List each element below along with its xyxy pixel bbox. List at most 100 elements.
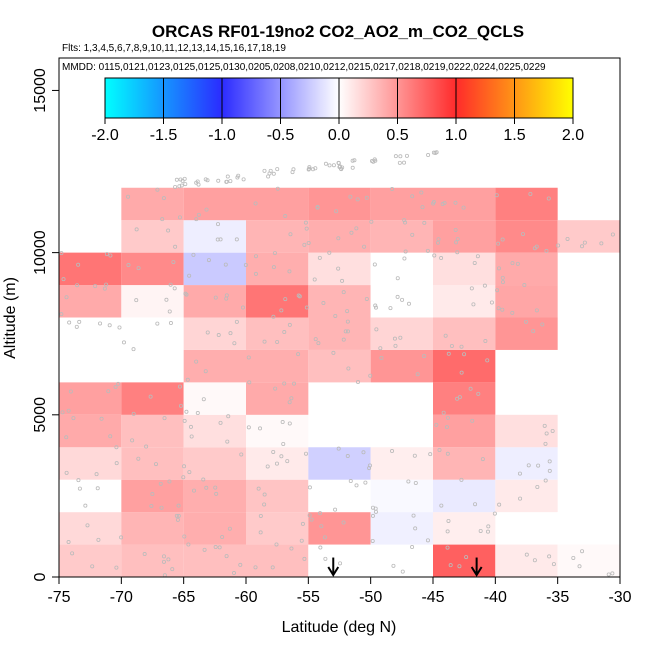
heatmap-cell [495,317,558,350]
track-point [247,380,252,385]
track-point [333,313,338,318]
track-point [448,563,453,568]
track-point [213,295,218,300]
heatmap-cell [59,252,122,286]
track-point [482,283,487,288]
track-point [395,276,400,281]
track-point [189,434,194,439]
heatmap-cell [121,544,184,577]
heatmap-cell [370,544,433,577]
track-point [531,329,536,334]
track-point [455,237,460,242]
track-point [459,344,464,349]
track-point [500,280,505,285]
track-point [373,158,378,163]
track-point [271,449,276,454]
track-point [216,178,221,183]
track-point [184,292,189,297]
heatmap-cell [59,447,122,480]
track-point [390,187,395,192]
track-point [457,395,462,400]
track-point [361,450,366,455]
track-point [419,190,424,195]
track-point [580,549,585,554]
track-point [203,369,208,374]
colorbar-ticks: -2.0 -1.5 -1.0 -0.5 0.0 0.5 1.0 1.5 2.0 [91,78,584,144]
track-point [411,513,416,518]
track-point [59,251,64,256]
track-point [534,308,539,313]
track-point [191,252,196,257]
track-point [258,513,263,518]
track-point [486,524,491,529]
track-point [170,567,175,572]
track-point [323,161,328,166]
track-point [213,485,218,490]
track-point [76,478,81,483]
track-point [262,168,267,173]
track-point [449,343,454,348]
track-point [524,552,529,557]
track-point [470,418,475,423]
heatmap-cell [433,447,496,480]
track-point [188,424,193,429]
track-point [288,232,293,237]
track-point [551,562,556,567]
dates-subtitle: MMDD: 0115,0121,0123,0125,0125,0130,0205… [62,62,546,73]
track-point [475,254,480,259]
track-point [303,451,308,456]
track-point [299,538,304,543]
track-point [393,154,398,159]
track-point [75,283,80,288]
track-point [307,165,312,170]
track-point [453,227,458,232]
track-point [231,571,236,576]
track-point [437,447,442,452]
track-point [194,217,199,222]
track-point [106,389,111,394]
heatmap-cell [183,187,246,221]
track-point [455,250,460,255]
track-point [142,552,147,557]
track-point [400,569,405,574]
track-point [134,298,139,303]
track-point [476,391,481,396]
track-point [334,209,339,214]
heatmap-cell [495,544,558,577]
track-point [265,464,270,469]
track-point [392,336,397,341]
track-point [136,456,141,461]
track-point [155,187,160,192]
heatmap-cell [308,220,371,253]
track-point [61,277,66,282]
track-point [441,410,446,415]
track-point [413,480,418,485]
track-point [547,459,552,464]
track-point [271,171,276,176]
track-point [406,301,411,306]
track-point [279,308,284,313]
heatmap-cell [246,512,309,545]
track-point [161,559,166,564]
heatmap-cell [495,252,558,286]
arrow-marker-head [327,566,340,577]
track-point [544,431,549,436]
heatmap-cell [495,285,558,318]
track-point [168,282,173,287]
track-point [350,165,355,170]
track-point [234,319,239,324]
x-tick-label: -60 [234,589,257,606]
heatmap-cell [433,382,496,415]
arrow-marker-head [470,566,483,577]
track-point [442,200,447,205]
track-point [336,266,341,271]
track-point [410,232,415,237]
x-tick-label: -70 [110,589,133,606]
colorbar-tick-label: -2.0 [91,127,119,144]
track-point [468,386,473,391]
track-point [457,564,462,569]
heatmap-cell [246,544,309,577]
track-point [312,277,317,282]
track-point [445,451,450,456]
track-point [77,486,82,491]
